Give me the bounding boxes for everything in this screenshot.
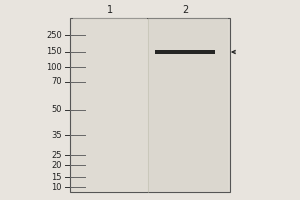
- Text: 15: 15: [52, 172, 62, 182]
- Bar: [73, 18, 147, 192]
- Text: 2: 2: [182, 5, 188, 15]
- Bar: [149, 18, 228, 192]
- Text: 100: 100: [46, 62, 62, 72]
- Text: 1: 1: [107, 5, 113, 15]
- Text: 70: 70: [51, 77, 62, 86]
- Text: 50: 50: [52, 106, 62, 114]
- Text: 250: 250: [46, 30, 62, 40]
- Text: 35: 35: [51, 130, 62, 140]
- Text: 25: 25: [52, 150, 62, 160]
- Text: 150: 150: [46, 47, 62, 56]
- Bar: [155, 50, 215, 54]
- Bar: [70, 18, 230, 192]
- Text: 20: 20: [52, 160, 62, 170]
- Text: 10: 10: [52, 182, 62, 192]
